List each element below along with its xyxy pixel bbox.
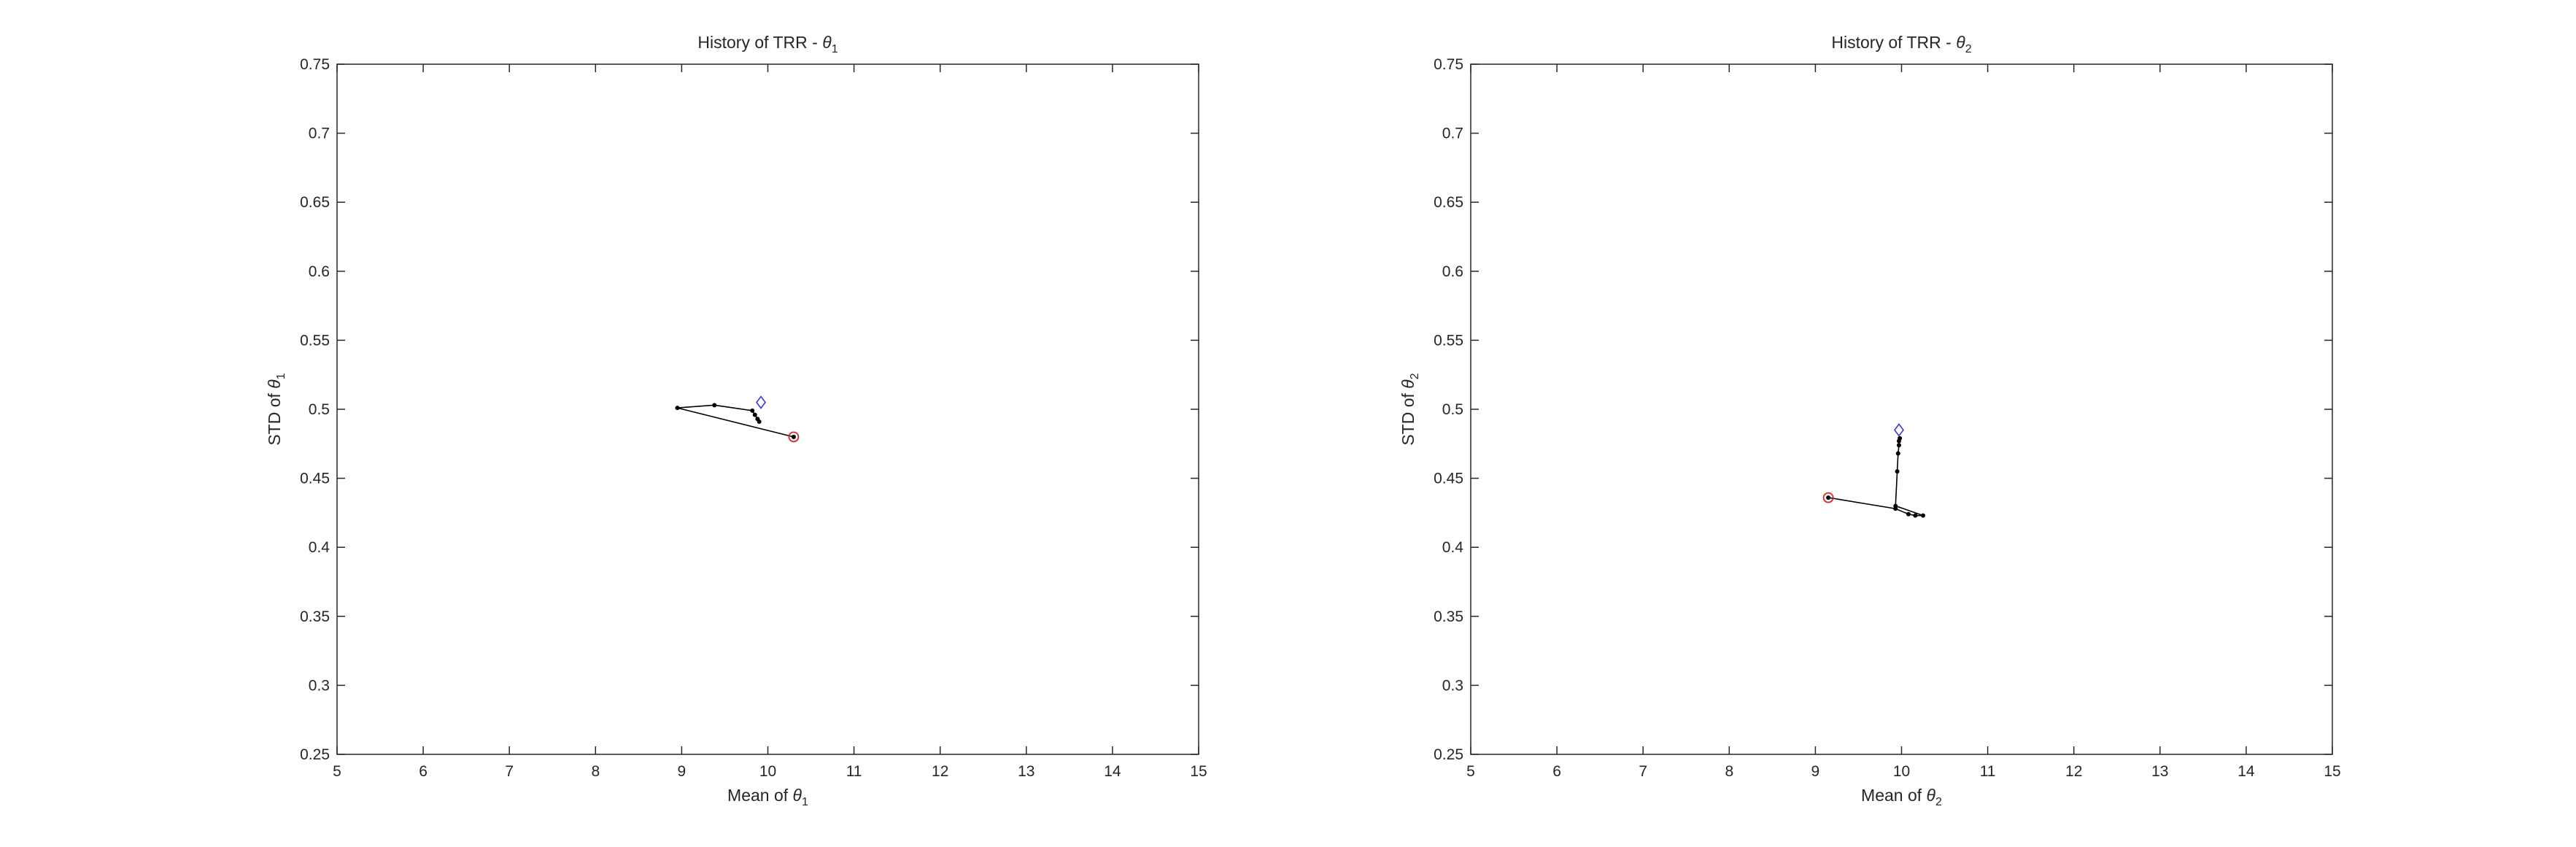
series-point <box>1921 513 1926 518</box>
y-tick-label: 0.4 <box>1442 539 1464 556</box>
series-point <box>1893 503 1898 508</box>
y-tick-label: 0.75 <box>1434 56 1463 73</box>
series-point <box>1913 513 1918 518</box>
x-axis-label-symbol: θ <box>793 786 802 805</box>
x-tick-label: 15 <box>1190 763 1207 780</box>
series-point <box>1906 511 1911 517</box>
y-tick-label: 0.6 <box>309 263 330 280</box>
series-point <box>791 434 796 439</box>
x-tick-label: 11 <box>846 763 862 780</box>
x-tick-label: 14 <box>1104 763 1121 780</box>
series-point <box>752 412 757 417</box>
series-point <box>1896 443 1901 448</box>
series-point <box>757 419 762 425</box>
x-tick-label: 7 <box>505 763 514 780</box>
series-point <box>1895 469 1900 474</box>
x-tick-label: 13 <box>2151 763 2168 780</box>
y-axis-label: STD of θ2 <box>1399 373 1421 445</box>
x-tick-label: 14 <box>2237 763 2255 780</box>
chart-title-prefix: History of TRR - <box>1831 33 1956 52</box>
series-point <box>750 408 755 413</box>
y-tick-label: 0.45 <box>300 471 330 487</box>
y-axis-label-prefix: STD of <box>1399 389 1417 446</box>
y-tick-label: 0.3 <box>309 677 330 694</box>
x-axis-label-subscript: 2 <box>1935 796 1942 808</box>
series-point <box>1826 495 1831 500</box>
x-tick-label: 9 <box>1811 763 1820 780</box>
y-tick-label: 0.45 <box>1434 471 1463 487</box>
x-tick-label: 5 <box>333 763 341 780</box>
series-point <box>675 406 680 411</box>
x-axis-label-subscript: 1 <box>802 796 808 808</box>
y-axis-label-symbol: θ <box>1399 379 1417 389</box>
x-tick-label: 12 <box>932 763 948 780</box>
x-axis-label-symbol: θ <box>1927 786 1936 805</box>
chart-title: History of TRR - θ1 <box>697 33 838 55</box>
y-tick-label: 0.35 <box>300 608 330 625</box>
x-tick-label: 10 <box>759 763 776 780</box>
x-axis-label-prefix: Mean of <box>727 786 793 805</box>
start-marker <box>1822 492 1834 503</box>
chart-title-subscript: 1 <box>832 43 838 55</box>
y-axis-label-symbol: θ <box>265 379 284 389</box>
y-tick-label: 0.55 <box>1434 332 1463 349</box>
y-tick-label: 0.7 <box>309 125 330 142</box>
x-tick-label: 8 <box>1725 763 1733 780</box>
x-tick-label: 13 <box>1018 763 1034 780</box>
series-point <box>1895 451 1900 456</box>
y-tick-label: 0.25 <box>300 746 330 763</box>
x-tick-label: 9 <box>678 763 686 780</box>
y-axis-label-subscript: 1 <box>275 373 287 379</box>
x-axis-label-prefix: Mean of <box>1861 786 1927 805</box>
x-tick-label: 15 <box>2324 763 2340 780</box>
x-axis-label: Mean of θ2 <box>1861 786 1942 808</box>
chart-title: History of TRR - θ2 <box>1831 33 1971 55</box>
y-tick-label: 0.55 <box>300 332 330 349</box>
y-tick-label: 0.5 <box>309 401 330 418</box>
y-tick-label: 0.35 <box>1434 608 1463 625</box>
y-tick-label: 0.75 <box>300 56 330 73</box>
x-tick-label: 5 <box>1466 763 1475 780</box>
y-axis-label-subscript: 2 <box>1409 373 1421 379</box>
y-tick-label: 0.3 <box>1442 677 1463 694</box>
y-axis-label-prefix: STD of <box>265 389 284 446</box>
y-tick-label: 0.7 <box>1442 125 1463 142</box>
y-tick-label: 0.4 <box>309 539 330 556</box>
x-axis-label: Mean of θ1 <box>727 786 808 808</box>
chart-theta-2: 5 6 7 8 9 10 11 12 13 14 15 0.25 0.3 0.35 0.4 0.45 0.5 0.… <box>1399 33 2341 808</box>
y-tick-label: 0.6 <box>1442 263 1463 280</box>
x-tick-label: 12 <box>2065 763 2082 780</box>
plot-area <box>1470 63 2333 755</box>
chart-theta-1: 5 6 7 8 9 10 11 12 13 14 150.250.30.350.40.450.50.… <box>265 33 1207 808</box>
x-tick-label: 6 <box>1552 763 1561 780</box>
x-tick-label: 8 <box>591 763 600 780</box>
chart-title-prefix: History of TRR - <box>697 33 822 52</box>
y-axis-label: STD of θ1 <box>265 373 287 445</box>
end-marker <box>756 395 767 409</box>
end-marker <box>1893 423 1904 437</box>
y-tick-label: 0.5 <box>1442 401 1463 418</box>
x-tick-label: 11 <box>1980 763 1996 780</box>
chart-title-symbol: θ <box>1956 33 1965 52</box>
y-tick-label: 0.65 <box>300 194 330 211</box>
start-marker <box>788 431 800 443</box>
plot-area <box>336 63 1199 755</box>
x-tick-label: 6 <box>419 763 428 780</box>
y-tick-label: 0.65 <box>1434 194 1463 211</box>
chart-title-subscript: 2 <box>1965 43 1972 55</box>
series-point <box>712 403 717 408</box>
x-tick-label: 10 <box>1893 763 1910 780</box>
y-tick-label: 0.25 <box>1434 746 1463 763</box>
series-point <box>1898 436 1903 441</box>
x-tick-label: 7 <box>1639 763 1647 780</box>
chart-title-symbol: θ <box>822 33 832 52</box>
